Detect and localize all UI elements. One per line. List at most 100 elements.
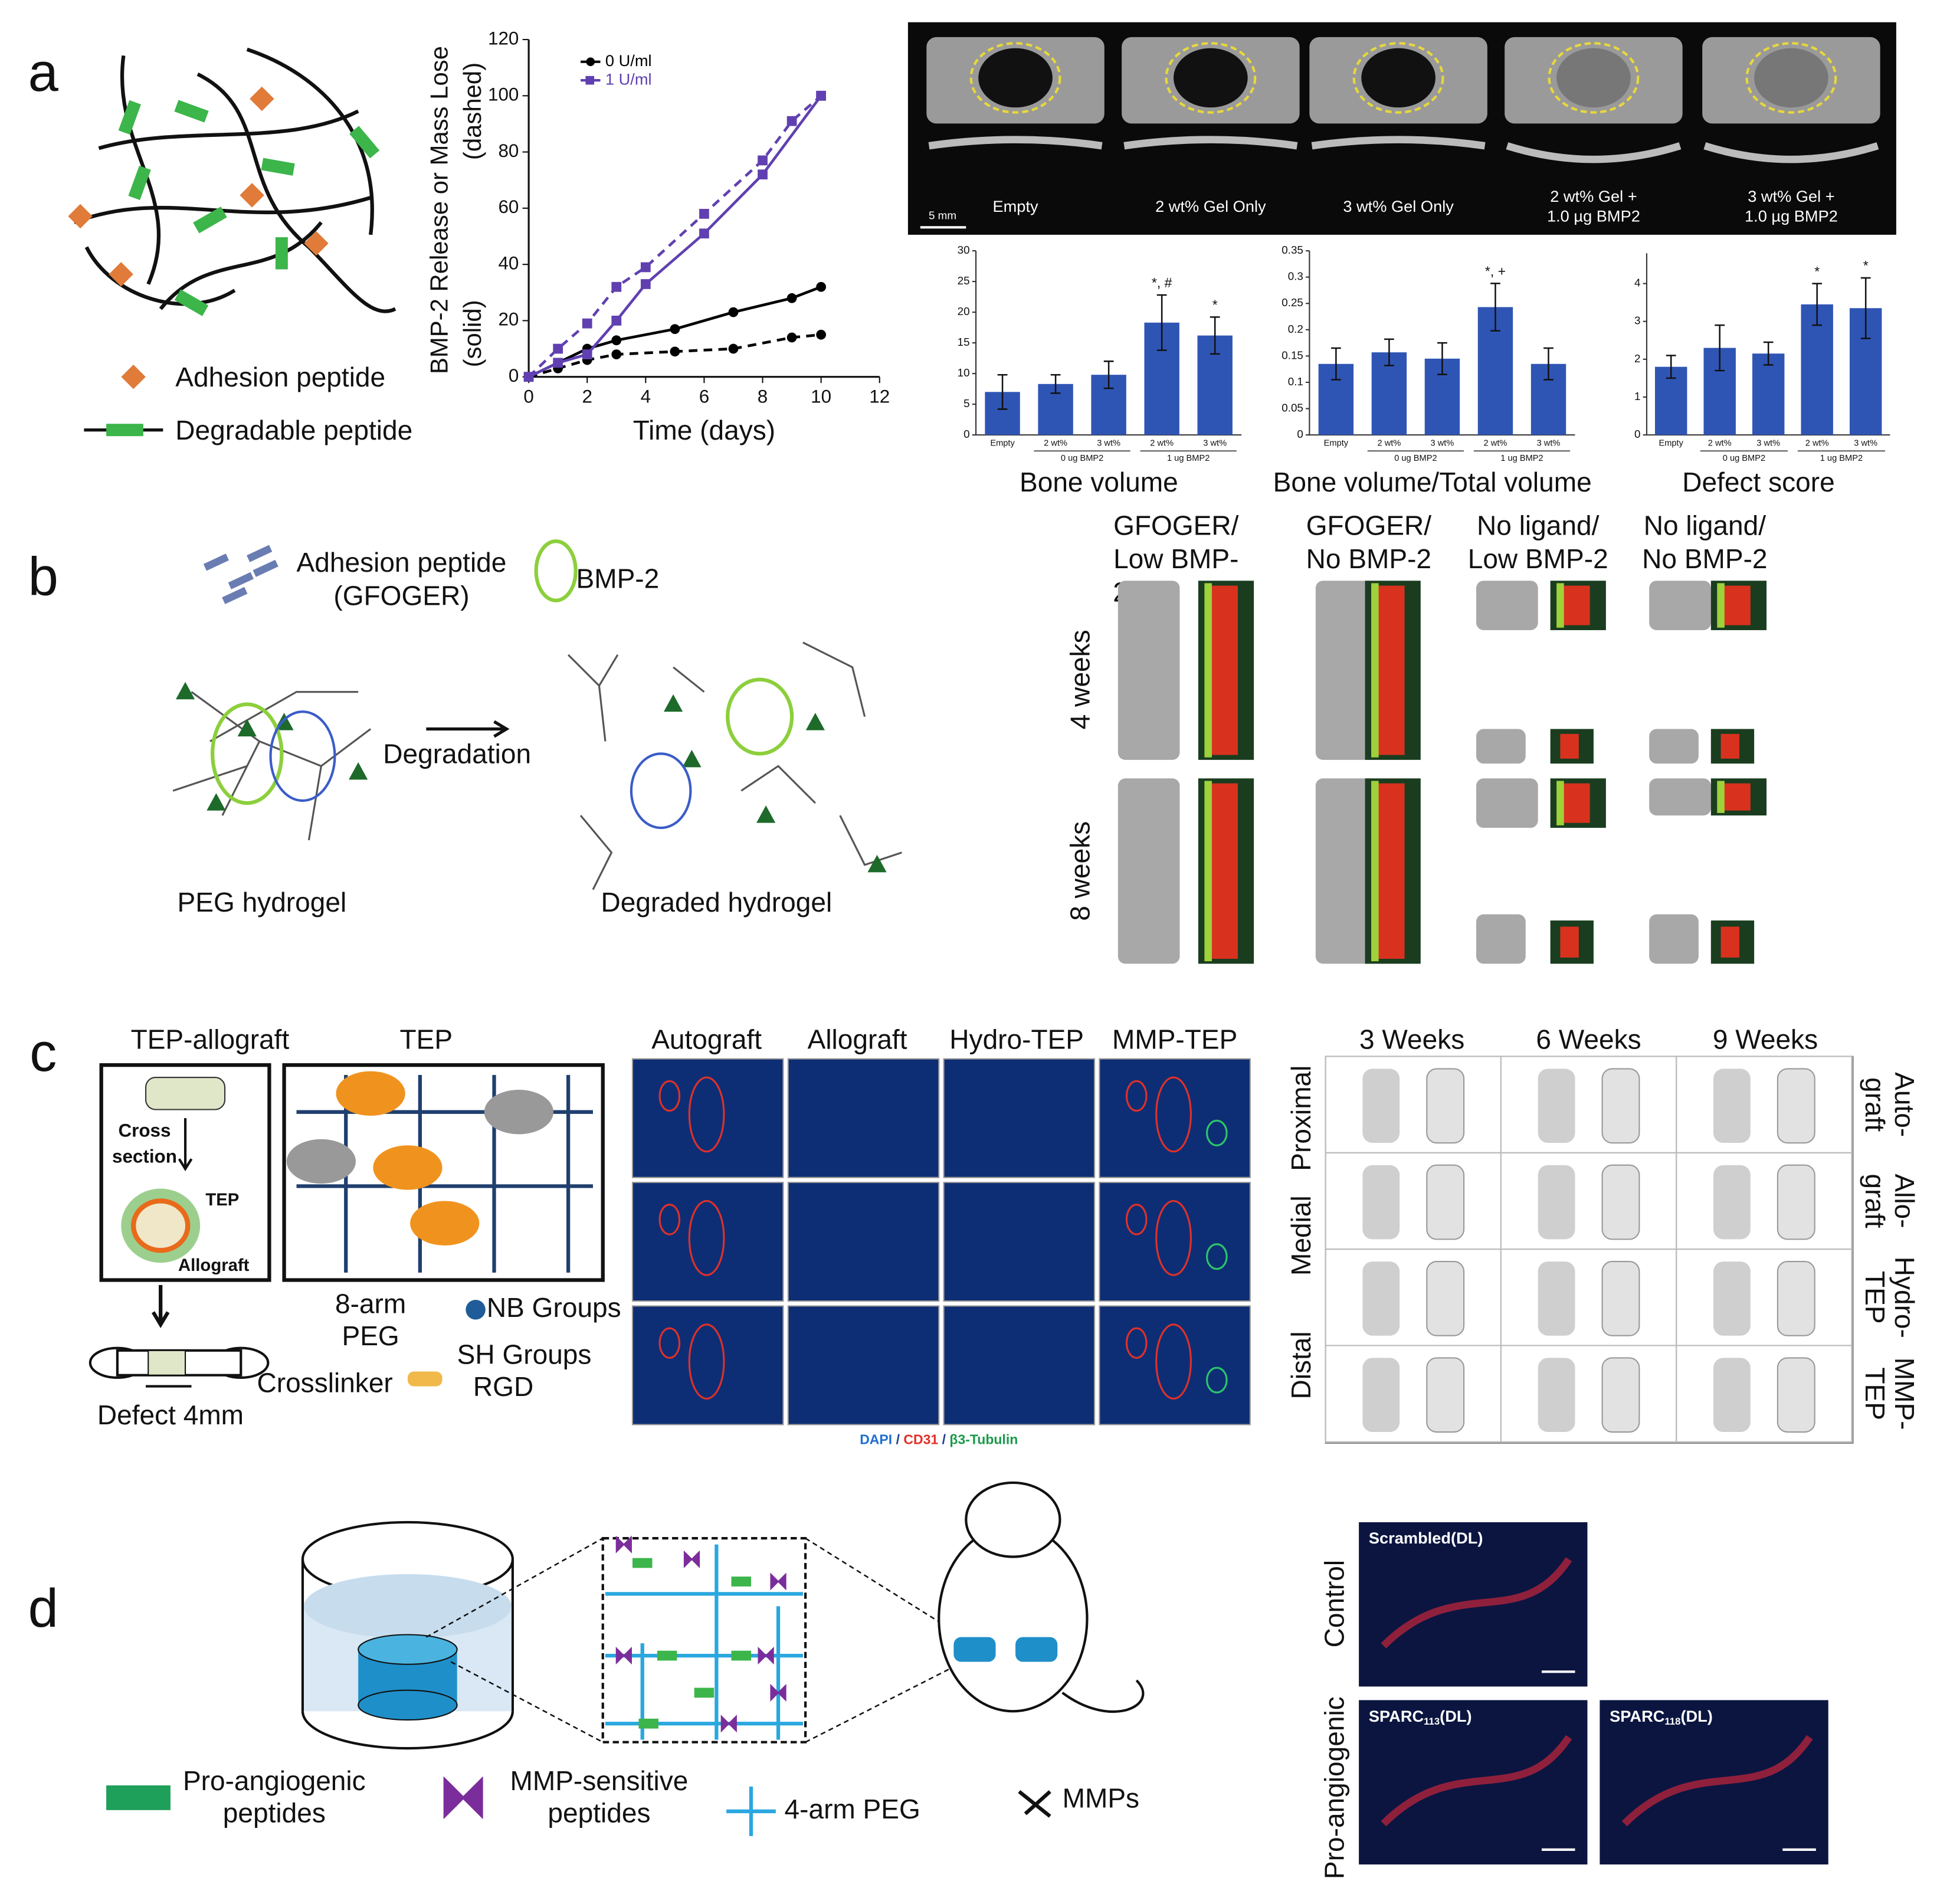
zoom-box [601, 1537, 807, 1744]
stain-legend: DAPI / CD31 / β3-Tubulin [860, 1432, 1018, 1447]
y-tick-label: 5 [963, 397, 969, 409]
vessel [1206, 1366, 1228, 1394]
ct-bone-image [1777, 1261, 1815, 1336]
x-tick-label: Empty [990, 439, 1015, 448]
defect-outline [1352, 42, 1444, 114]
ct-bone-image [1117, 778, 1180, 964]
grid-cell [1676, 1248, 1853, 1346]
defect-outline [969, 42, 1061, 114]
stain-image [787, 1305, 940, 1425]
vessel [688, 1323, 725, 1400]
point [670, 324, 680, 335]
vessel [1125, 1080, 1148, 1112]
heatmap-image [1562, 783, 1590, 823]
ct-section [1311, 136, 1486, 150]
ct-bone-image [1538, 1358, 1575, 1433]
peptide-icon [253, 559, 278, 577]
x-tick-label: 3 wt% [1854, 439, 1877, 448]
y-tick-label: 0 [1297, 428, 1303, 440]
axis [527, 40, 880, 378]
y-tick-label: 0 [963, 428, 969, 440]
ct-bone-image [1426, 1357, 1465, 1433]
x-tick-label: 8 [758, 386, 768, 407]
legend-label: 0 U/ml [605, 51, 652, 70]
stain-image [1099, 1058, 1251, 1178]
zoom-line [805, 1538, 964, 1743]
crosslink-icon [237, 719, 257, 737]
panel-label: b [28, 546, 58, 607]
column-header: 6 Weeks [1536, 1024, 1641, 1054]
y-tick-label: 120 [488, 28, 519, 48]
legend-label: peptides [223, 1797, 326, 1828]
grid-cell [1676, 1345, 1853, 1443]
mouse-tail [1061, 1679, 1145, 1713]
ct-label: 3 wt% Gel + [1748, 187, 1834, 205]
degradable-peptide [174, 100, 209, 123]
legend-label: (GFOGER) [333, 581, 469, 611]
graft-icon [145, 1077, 226, 1110]
ct-bone-image [1777, 1357, 1815, 1433]
panel-label: c [30, 1022, 57, 1083]
error-bar [1490, 283, 1500, 332]
column-header: Low BMP-2 [1468, 543, 1608, 574]
stain-image [943, 1058, 1096, 1178]
ct-bone-image [1426, 1261, 1465, 1336]
legend-label: NB Groups [487, 1292, 621, 1323]
y-tick-label: 80 [498, 140, 519, 161]
row-label: Proximal [1286, 1066, 1316, 1171]
y-tick-label: 3 [1634, 314, 1640, 327]
point [816, 90, 827, 101]
defect [1174, 48, 1248, 108]
point [758, 169, 768, 180]
medium [304, 1574, 512, 1638]
ct-section [1703, 142, 1879, 163]
stain-legend-part: CD31 [903, 1432, 938, 1447]
crosslink-icon [207, 793, 226, 811]
ct-bone-image [1649, 581, 1711, 630]
legend-label: 1 U/ml [605, 70, 652, 88]
point [640, 262, 651, 273]
legend-label: 8-arm [335, 1289, 406, 1319]
ct-label: 3 wt% Gel Only [1343, 197, 1454, 215]
stain-image [787, 1182, 940, 1302]
point [786, 116, 797, 126]
column-header: No ligand/ [1644, 510, 1766, 540]
panel-label: d [28, 1578, 58, 1638]
point [640, 279, 651, 289]
zoom-line [425, 1538, 604, 1743]
legend-label: Adhesion peptide [297, 547, 507, 578]
cell-icon [484, 1089, 553, 1135]
x-tick-label: 2 wt% [1377, 439, 1401, 448]
stain-image [631, 1182, 784, 1302]
x-tick-label: 4 [641, 386, 651, 407]
legend-label: MMP-sensitive [510, 1765, 689, 1796]
significance-label: * [1814, 264, 1820, 279]
column-header: GFOGER/ [1113, 510, 1239, 540]
adhesion-peptide [68, 204, 93, 229]
x-axis-label: Time (days) [633, 415, 775, 445]
error-bar [1812, 283, 1823, 326]
label-part: 118 [1664, 1716, 1680, 1728]
vessel [1155, 1323, 1192, 1400]
cell-icon [410, 1201, 480, 1246]
ct-bone-image [1649, 729, 1699, 764]
vessel [688, 1076, 725, 1153]
crosslink-icon [175, 681, 195, 700]
x-tick-label: Empty [1659, 439, 1683, 448]
heatmap-image [1723, 585, 1751, 625]
point [816, 281, 827, 292]
y-axis-label: BMP-2 Release or Mass Lose [425, 46, 453, 374]
label-part: (DL) [1440, 1707, 1471, 1725]
ct-bone-image [1426, 1164, 1465, 1240]
legend-label: BMP-2 [576, 563, 660, 594]
error-bar [1543, 347, 1553, 381]
label-part: SPARC [1369, 1707, 1424, 1725]
label: Defect 4mm [97, 1400, 244, 1430]
y-tick-label: 0.1 [1288, 375, 1303, 388]
signal [1381, 1735, 1572, 1827]
row-label: graft [1860, 1077, 1890, 1132]
group-label: 0 ug BMP2 [1394, 454, 1437, 463]
defect-outline [1548, 42, 1640, 114]
stain-image [943, 1182, 1096, 1302]
